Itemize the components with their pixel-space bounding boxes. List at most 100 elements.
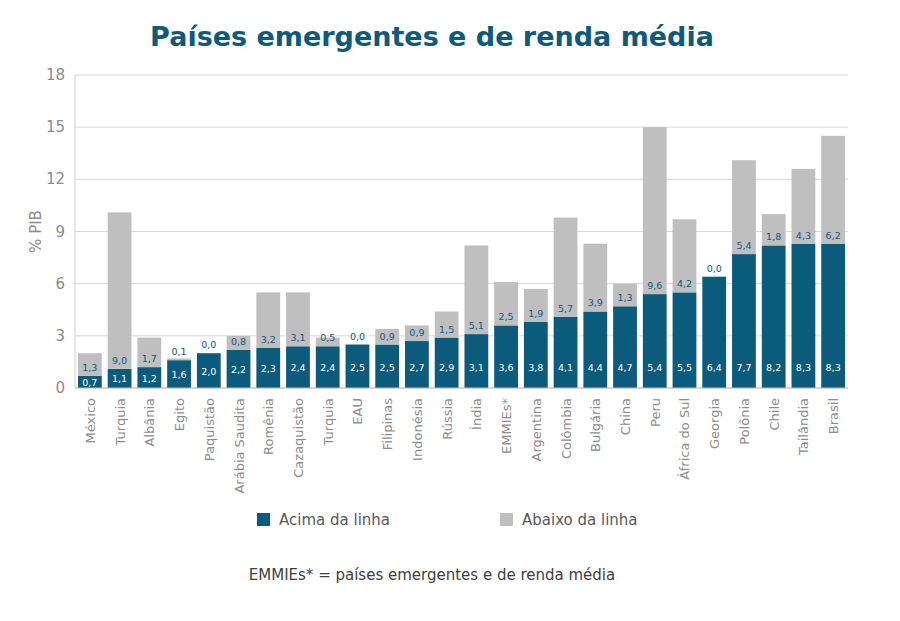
bar (78, 376, 102, 388)
data-label: 0,1 (172, 346, 187, 357)
legend-swatch (500, 513, 513, 526)
bar (78, 353, 102, 376)
data-labels: 0,71,11,21,62,02,22,32,42,42,52,52,72,93… (82, 230, 840, 388)
x-tick-label: Chile (767, 398, 782, 431)
bar (108, 369, 132, 388)
bar (108, 212, 132, 369)
data-label: 6,2 (826, 230, 841, 241)
data-label: 1,3 (617, 292, 632, 303)
x-tick-label: Polônia (737, 398, 752, 445)
data-label: 2,7 (409, 362, 424, 373)
data-label: 0,7 (82, 377, 97, 388)
bar (673, 292, 697, 388)
data-label: 0,9 (380, 331, 395, 342)
data-label: 1,1 (112, 373, 127, 384)
data-label: 4,4 (588, 362, 603, 373)
data-label: 4,7 (617, 362, 632, 373)
bar (643, 294, 667, 388)
data-label: 5,4 (647, 362, 662, 373)
y-tick-label: 18 (46, 66, 65, 84)
grid-line (75, 127, 848, 128)
x-tick-label: Rússia (440, 398, 455, 440)
data-label: 1,3 (82, 362, 97, 373)
bar (702, 277, 726, 388)
legend-item: Abaixo da linha (500, 511, 638, 529)
data-label: 5,5 (677, 362, 692, 373)
y-tick-label: 6 (55, 275, 65, 293)
bar (673, 219, 697, 292)
bar (613, 284, 637, 307)
bar (286, 292, 310, 346)
x-tick-label: Tailândia (796, 398, 811, 456)
data-label: 0,8 (231, 336, 246, 347)
x-tick-label: Brasil (826, 398, 841, 434)
data-label: 0,0 (201, 339, 216, 350)
bar (583, 244, 607, 312)
bar (494, 282, 518, 325)
data-label: 3,1 (469, 362, 484, 373)
bar (167, 360, 191, 388)
data-label: 2,4 (290, 362, 305, 373)
data-label: 1,8 (766, 231, 781, 242)
grid-line (75, 75, 848, 76)
data-label: 0,5 (320, 332, 335, 343)
data-label: 2,3 (261, 363, 276, 374)
data-label: 0,0 (350, 331, 365, 342)
data-label: 2,5 (499, 311, 514, 322)
data-label: 3,9 (588, 297, 603, 308)
bar (524, 289, 548, 322)
x-tick-label: Índia (469, 398, 484, 430)
x-tick-label: Argentina (529, 398, 544, 461)
bar (464, 245, 488, 334)
bar (762, 214, 786, 245)
bar (316, 346, 340, 388)
bar (256, 348, 280, 388)
data-label: 9,0 (112, 355, 127, 366)
data-label: 1,9 (528, 308, 543, 319)
x-tick-label: Paquistão (202, 398, 217, 461)
bar (702, 276, 726, 277)
bar (137, 367, 161, 388)
data-label: 8,2 (766, 362, 781, 373)
data-label: 2,5 (380, 362, 395, 373)
data-label: 1,7 (142, 353, 157, 364)
bar (346, 344, 370, 345)
bar (554, 218, 578, 317)
y-tick-label: 15 (46, 118, 65, 136)
legend-label: Abaixo da linha (522, 511, 638, 529)
data-label: 1,6 (172, 369, 187, 380)
x-tick-label: EMMIEs* (499, 398, 514, 454)
y-tick-label: 12 (46, 170, 65, 188)
data-label: 2,5 (350, 362, 365, 373)
x-tick-label: Romênia (261, 398, 276, 455)
x-tick-label: Turquia (321, 398, 336, 446)
x-tick-label: Colômbia (559, 398, 574, 459)
legend-label: Acima da linha (279, 511, 390, 529)
x-tick-label: Peru (648, 398, 663, 427)
x-tick-label: Georgia (707, 398, 722, 449)
legend-swatch (257, 513, 270, 526)
bar (286, 346, 310, 388)
data-label: 3,1 (290, 332, 305, 343)
grid-line (75, 388, 848, 389)
x-tick-label: México (83, 398, 98, 443)
bar (583, 311, 607, 388)
data-label: 6,4 (707, 362, 722, 373)
bar (494, 325, 518, 388)
data-label: 8,3 (796, 362, 811, 373)
data-label: 4,1 (558, 362, 573, 373)
bar (435, 311, 459, 337)
data-label: 3,2 (261, 334, 276, 345)
bar (643, 127, 667, 294)
bar (197, 353, 221, 354)
bar (435, 338, 459, 388)
bar (167, 358, 191, 360)
bar (554, 317, 578, 388)
bar (464, 334, 488, 388)
data-label: 2,0 (201, 366, 216, 377)
data-label: 5,1 (469, 320, 484, 331)
data-label: 4,2 (677, 278, 692, 289)
data-label: 8,3 (826, 362, 841, 373)
bar (227, 336, 251, 350)
x-tick-label: China (618, 398, 633, 435)
